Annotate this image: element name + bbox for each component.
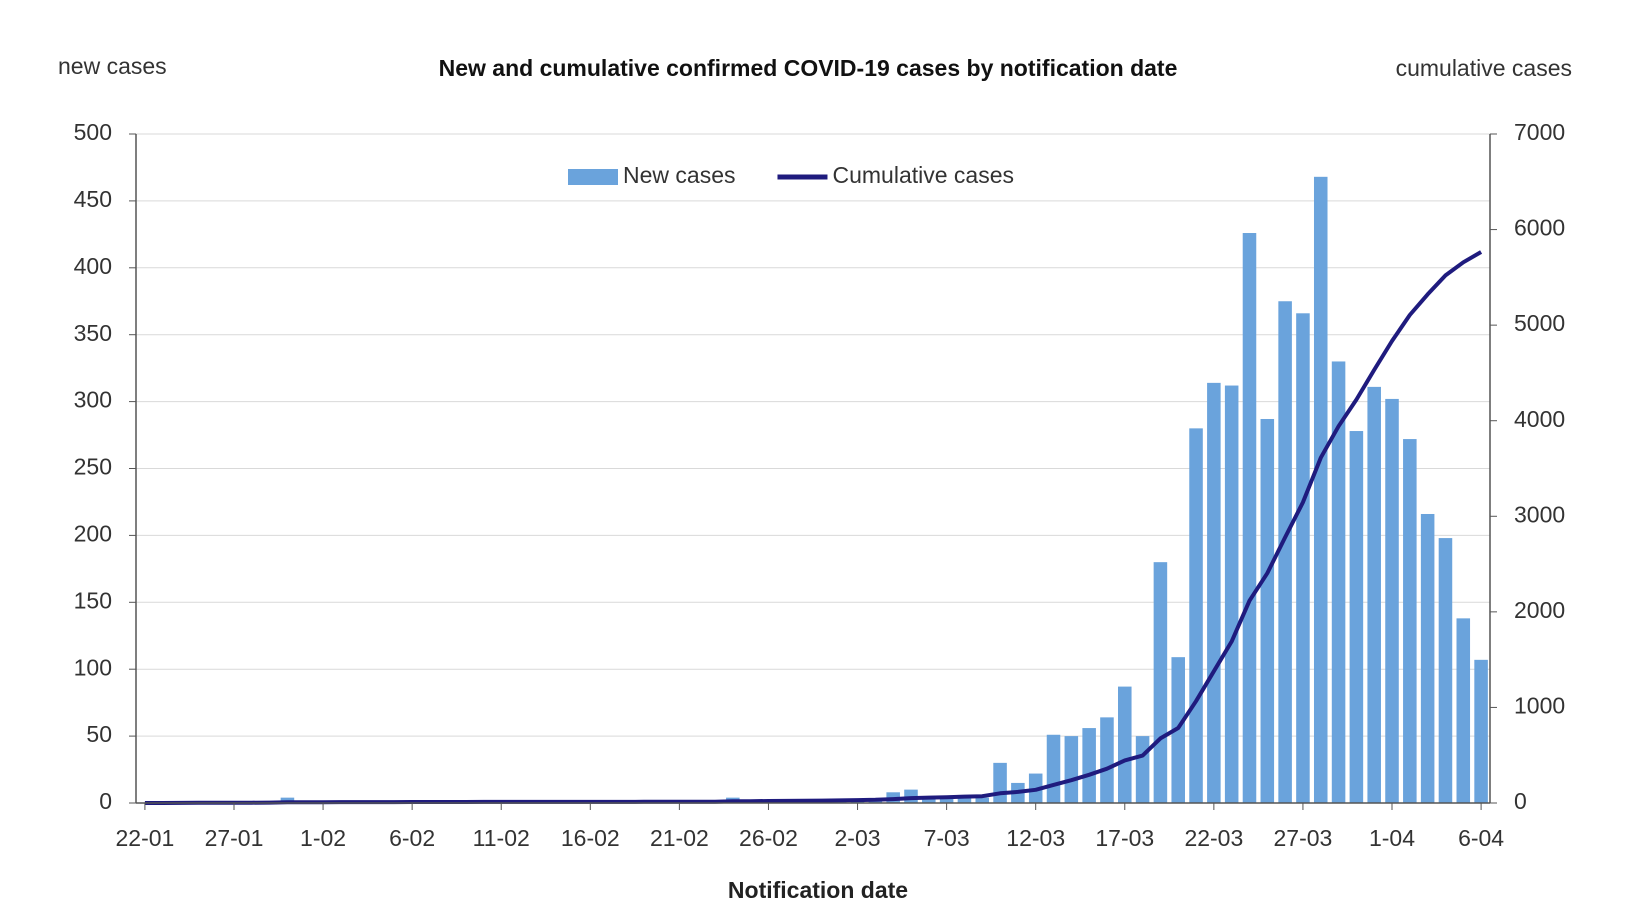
bar [1385, 398, 1399, 803]
y2-tick-label: 0 [1514, 788, 1527, 814]
bar [1367, 386, 1381, 803]
bar [1135, 736, 1150, 803]
bar [1082, 728, 1096, 803]
bar [1420, 513, 1435, 803]
bar [1296, 313, 1310, 803]
x-tick-label: 22-03 [1184, 825, 1243, 851]
x-tick-label: 12-03 [1006, 825, 1065, 851]
x-tick-label: 1-02 [300, 825, 346, 851]
y-tick-label: 250 [74, 454, 112, 480]
bar [1153, 562, 1168, 803]
bar [1046, 734, 1061, 803]
bar [1100, 717, 1114, 803]
legend-label: Cumulative cases [832, 162, 1014, 188]
y-tick-label: 500 [74, 119, 112, 145]
x-tick-label: 17-03 [1095, 825, 1154, 851]
bar [939, 796, 954, 803]
y2-tick-label: 4000 [1514, 406, 1565, 432]
x-tick-label: 16-02 [561, 825, 620, 851]
x-tick-label: 2-03 [835, 825, 881, 851]
y-axis-label: new cases [58, 53, 167, 79]
bar [1064, 736, 1079, 803]
bar [1260, 418, 1275, 803]
y2-axis-label: cumulative cases [1396, 55, 1572, 81]
y-tick-label: 300 [74, 387, 112, 413]
y2-tick-label: 7000 [1514, 119, 1565, 145]
x-tick-label: 21-02 [650, 825, 709, 851]
bar [1278, 301, 1292, 803]
y2-tick-label: 3000 [1514, 501, 1565, 527]
bar [1242, 233, 1257, 804]
y-tick-label: 350 [74, 320, 112, 346]
y-tick-label: 400 [74, 253, 112, 279]
y-tick-label: 100 [74, 654, 112, 680]
bar [1331, 361, 1346, 803]
y-tick-label: 450 [74, 186, 112, 212]
y2-tick-label: 6000 [1514, 215, 1565, 241]
x-tick-label: 11-02 [473, 825, 530, 851]
bar [975, 797, 990, 803]
y-tick-label: 150 [74, 587, 112, 613]
x-axis-label: Notification date [728, 877, 908, 903]
x-tick-label: 1-04 [1369, 825, 1415, 851]
bar [957, 794, 972, 803]
bar [993, 762, 1007, 803]
bar [1349, 431, 1364, 803]
legend-label: New cases [623, 162, 735, 188]
y-tick-label: 200 [74, 520, 112, 546]
y2-tick-label: 2000 [1514, 597, 1565, 623]
y-tick-label: 50 [86, 721, 112, 747]
y-tick-label: 0 [99, 788, 112, 814]
bar [1313, 176, 1328, 804]
x-tick-label: 26-02 [739, 825, 798, 851]
bar [1403, 439, 1417, 803]
bar [1438, 538, 1453, 803]
line [144, 250, 1483, 805]
x-tick-label: 22-01 [115, 825, 174, 851]
bar [1189, 428, 1203, 803]
x-tick-label: 6-02 [389, 825, 435, 851]
legend-swatch [568, 169, 618, 185]
x-tick-label: 6-04 [1458, 825, 1504, 851]
y2-tick-label: 1000 [1514, 693, 1565, 719]
bar [1456, 618, 1471, 803]
bar [1224, 385, 1239, 803]
bar [1118, 686, 1132, 803]
bar [1207, 382, 1221, 803]
x-tick-label: 7-03 [924, 825, 970, 851]
x-tick-label: 27-01 [205, 825, 264, 851]
chart-title: New and cumulative confirmed COVID-19 ca… [439, 55, 1178, 81]
bar [1474, 659, 1488, 803]
y2-tick-label: 5000 [1514, 310, 1565, 336]
x-tick-label: 27-03 [1274, 825, 1333, 851]
bar [922, 796, 936, 803]
